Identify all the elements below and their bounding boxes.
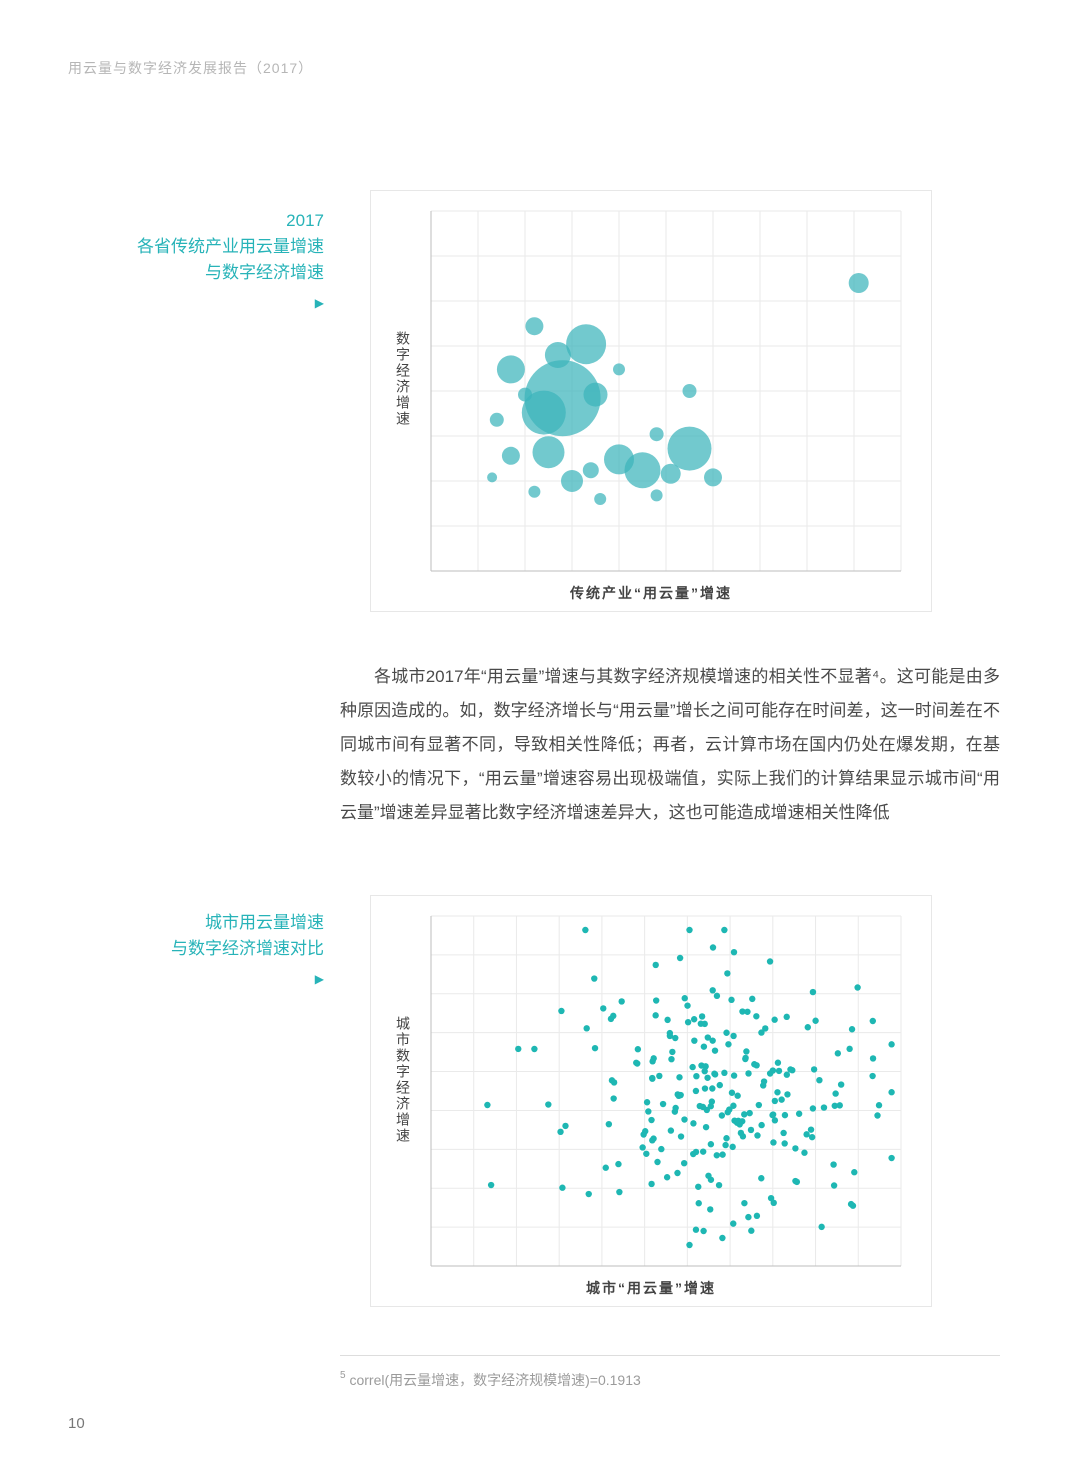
footnote-sup: 5 — [340, 1370, 346, 1381]
page: 用云量与数字经济发展报告（2017） 10 2017 各省传统产业用云量增速 与… — [0, 0, 1080, 1466]
chart2-ylabel: 城市数字经济增速 — [393, 1016, 413, 1144]
chart1-svg — [371, 191, 931, 611]
chart2-title-line1: 城市用云量增速 — [205, 913, 324, 932]
chart2-title: 城市用云量增速 与数字经济增速对比 ▶ — [171, 910, 324, 992]
footnote-text: correl(用云量增速，数字经济规模增速)=0.1913 — [349, 1372, 640, 1388]
chart2-svg — [371, 896, 931, 1306]
body-paragraph: 各城市2017年“用云量”增速与其数字经济规模增速的相关性不显著⁴。这可能是由多… — [340, 660, 1000, 830]
chart1-ylabel: 数字经济增速 — [393, 331, 413, 427]
chart1-xlabel: 传统产业“用云量”增速 — [371, 583, 931, 603]
chart1-title-line2: 各省传统产业用云量增速 — [137, 237, 324, 256]
footnote-rule — [340, 1355, 1000, 1356]
chart1-bubble: 数字经济增速 传统产业“用云量”增速 — [370, 190, 932, 612]
chart2-scatter: 城市数字经济增速 城市“用云量”增速 — [370, 895, 932, 1307]
page-number: 10 — [68, 1415, 85, 1432]
chart2-xlabel: 城市“用云量”增速 — [371, 1278, 931, 1298]
footnote: 5 correl(用云量增速，数字经济规模增速)=0.1913 — [340, 1370, 1000, 1390]
chart1-title: 2017 各省传统产业用云量增速 与数字经济增速 ▶ — [137, 208, 324, 316]
chart1-title-line1: 2017 — [286, 211, 324, 230]
chart2-title-marker: ▶ — [171, 966, 324, 992]
chart2-title-line2: 与数字经济增速对比 — [171, 939, 324, 958]
chart1-title-marker: ▶ — [137, 290, 324, 316]
running-header: 用云量与数字经济发展报告（2017） — [68, 58, 313, 78]
chart1-title-line3: 与数字经济增速 — [205, 263, 324, 282]
